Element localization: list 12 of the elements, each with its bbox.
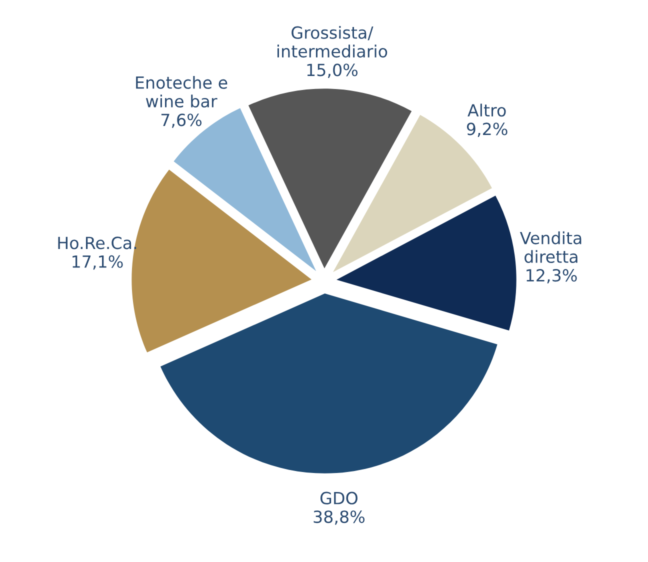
slice-label: Altro [468,104,506,117]
slice-label: Grossista/ intermediario [277,26,388,58]
data-label: 17,1% [72,255,123,270]
data-label: 9,2% [466,122,508,137]
slice-label: GDO [320,492,358,504]
slice-label: Ho.Re.Ca. [58,236,136,250]
data-label: 7,6% [161,114,202,128]
slice-label: Vendita diretta [520,231,582,263]
slice-label: Enoteche e wine bar [136,76,228,108]
data-label: 12,3% [526,269,577,284]
data-label: 15,0% [307,64,358,78]
data-label: 38,8% [314,510,365,525]
